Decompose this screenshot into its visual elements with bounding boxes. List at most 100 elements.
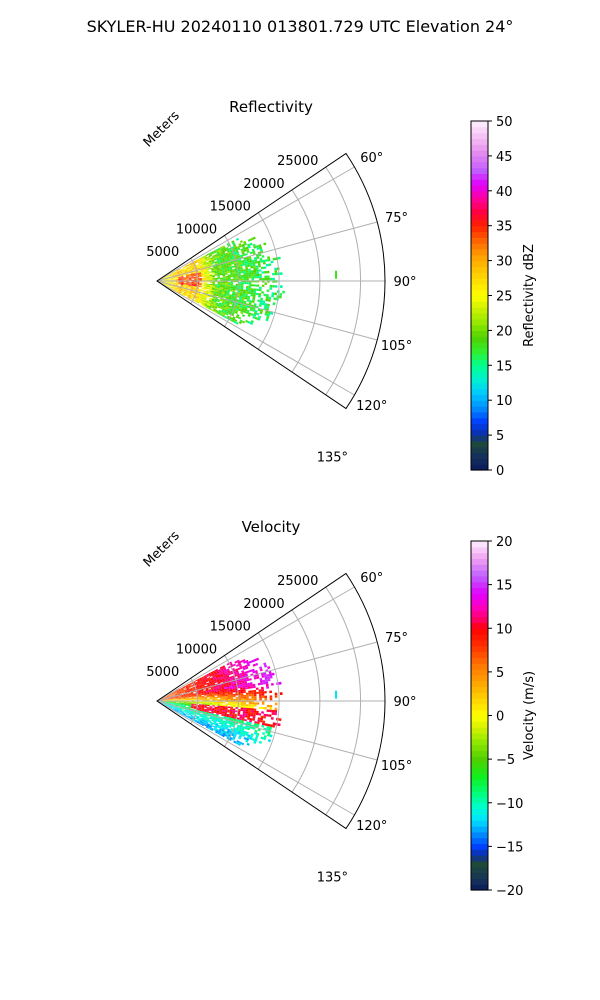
echo-gate (203, 287, 207, 290)
echo-gate (242, 293, 246, 296)
echo-gate (220, 724, 224, 727)
echo-gate (265, 683, 269, 687)
echo-gate (204, 698, 208, 700)
echo-gate (207, 702, 210, 704)
echo-gate (194, 282, 197, 284)
echo-gate (242, 659, 246, 662)
echo-gate (217, 310, 221, 314)
echo-gate (218, 293, 222, 296)
echo-gate (238, 273, 241, 276)
echo-gate (175, 281, 179, 283)
echo-gate (216, 690, 220, 692)
echo-gate (201, 271, 204, 274)
echo-gate (184, 289, 188, 291)
echo-gate (224, 670, 228, 674)
echo-gate (162, 703, 165, 705)
echo-gate (226, 256, 230, 260)
echo-gate (190, 264, 194, 267)
echo-gate (201, 695, 205, 697)
echo-gate (274, 695, 278, 698)
echo-gate (169, 693, 172, 696)
echo-gate (181, 690, 185, 693)
colorbar-segment (471, 167, 488, 174)
echo-gate (198, 682, 202, 685)
echo-gate (239, 307, 243, 310)
echo-gate (235, 690, 238, 693)
echo-gate (224, 711, 228, 714)
echo-gate (175, 698, 179, 699)
echo-gate (212, 284, 215, 286)
colorbar-segment (471, 376, 488, 384)
echo-gate (177, 287, 180, 290)
echo-gate (250, 294, 254, 297)
echo-gate (178, 276, 181, 278)
echo-gate (167, 705, 170, 707)
echo-gate (185, 693, 189, 695)
echo-gate (183, 697, 187, 699)
echo-gate (221, 665, 226, 668)
echo-gate (204, 264, 208, 267)
echo-gate (186, 698, 189, 700)
echo-gate (271, 724, 276, 728)
echo-gate (216, 671, 220, 674)
echo-gate (175, 696, 179, 698)
echo-gate (176, 289, 180, 291)
echo-gate (223, 303, 227, 307)
echo-gate (271, 672, 275, 676)
echo-gate (212, 716, 216, 719)
echo-gate (229, 687, 233, 690)
echo-gate (175, 699, 179, 700)
echo-gate (214, 703, 218, 705)
echo-gate (201, 693, 205, 696)
echo-gate (253, 674, 257, 678)
echo-gate (224, 713, 227, 716)
echo-gate (251, 259, 255, 263)
echo-gate (212, 695, 215, 698)
echo-gate (180, 276, 184, 278)
echo-gate (219, 288, 223, 291)
echo-gate (242, 713, 246, 716)
echo-gate (187, 264, 191, 267)
echo-gate (212, 696, 215, 699)
echo-gate (217, 286, 220, 289)
echo-gate (198, 290, 201, 292)
colorbar-segment (471, 756, 488, 763)
echo-gate (250, 726, 254, 730)
echo-gate (227, 689, 230, 692)
echo-gate (187, 710, 191, 712)
echo-gate (210, 671, 214, 674)
echo-gate (236, 659, 240, 663)
echo-gate (182, 271, 185, 273)
echo-gate (221, 678, 225, 681)
echo-gate (251, 284, 255, 287)
echo-gate (222, 673, 226, 676)
echo-gate (245, 272, 249, 275)
echo-gate (206, 707, 210, 710)
echo-gate (176, 710, 179, 713)
echo-gate (215, 684, 219, 687)
echo-gate (183, 281, 187, 283)
echo-gate (279, 272, 283, 275)
echo-gate (194, 679, 198, 682)
echo-gate (243, 702, 247, 705)
echo-gate (191, 713, 195, 716)
echo-gate (226, 683, 229, 686)
echo-gate (227, 694, 231, 697)
echo-gate (178, 279, 182, 280)
echo-gate (178, 283, 181, 285)
echo-gate (260, 715, 264, 719)
echo-gate (188, 294, 192, 297)
echo-gate (259, 693, 262, 697)
echo-gate (184, 710, 188, 712)
echo-gate (257, 719, 261, 723)
echo-gate (191, 284, 194, 286)
echo-gate (265, 263, 269, 267)
echo-gate (187, 710, 190, 713)
echo-gate (191, 275, 194, 277)
echo-gate (207, 699, 210, 701)
echo-gate (194, 699, 197, 700)
echo-gate (191, 686, 195, 689)
echo-gate (188, 266, 192, 269)
echo-gate (198, 297, 202, 300)
echo-gate (162, 283, 165, 285)
